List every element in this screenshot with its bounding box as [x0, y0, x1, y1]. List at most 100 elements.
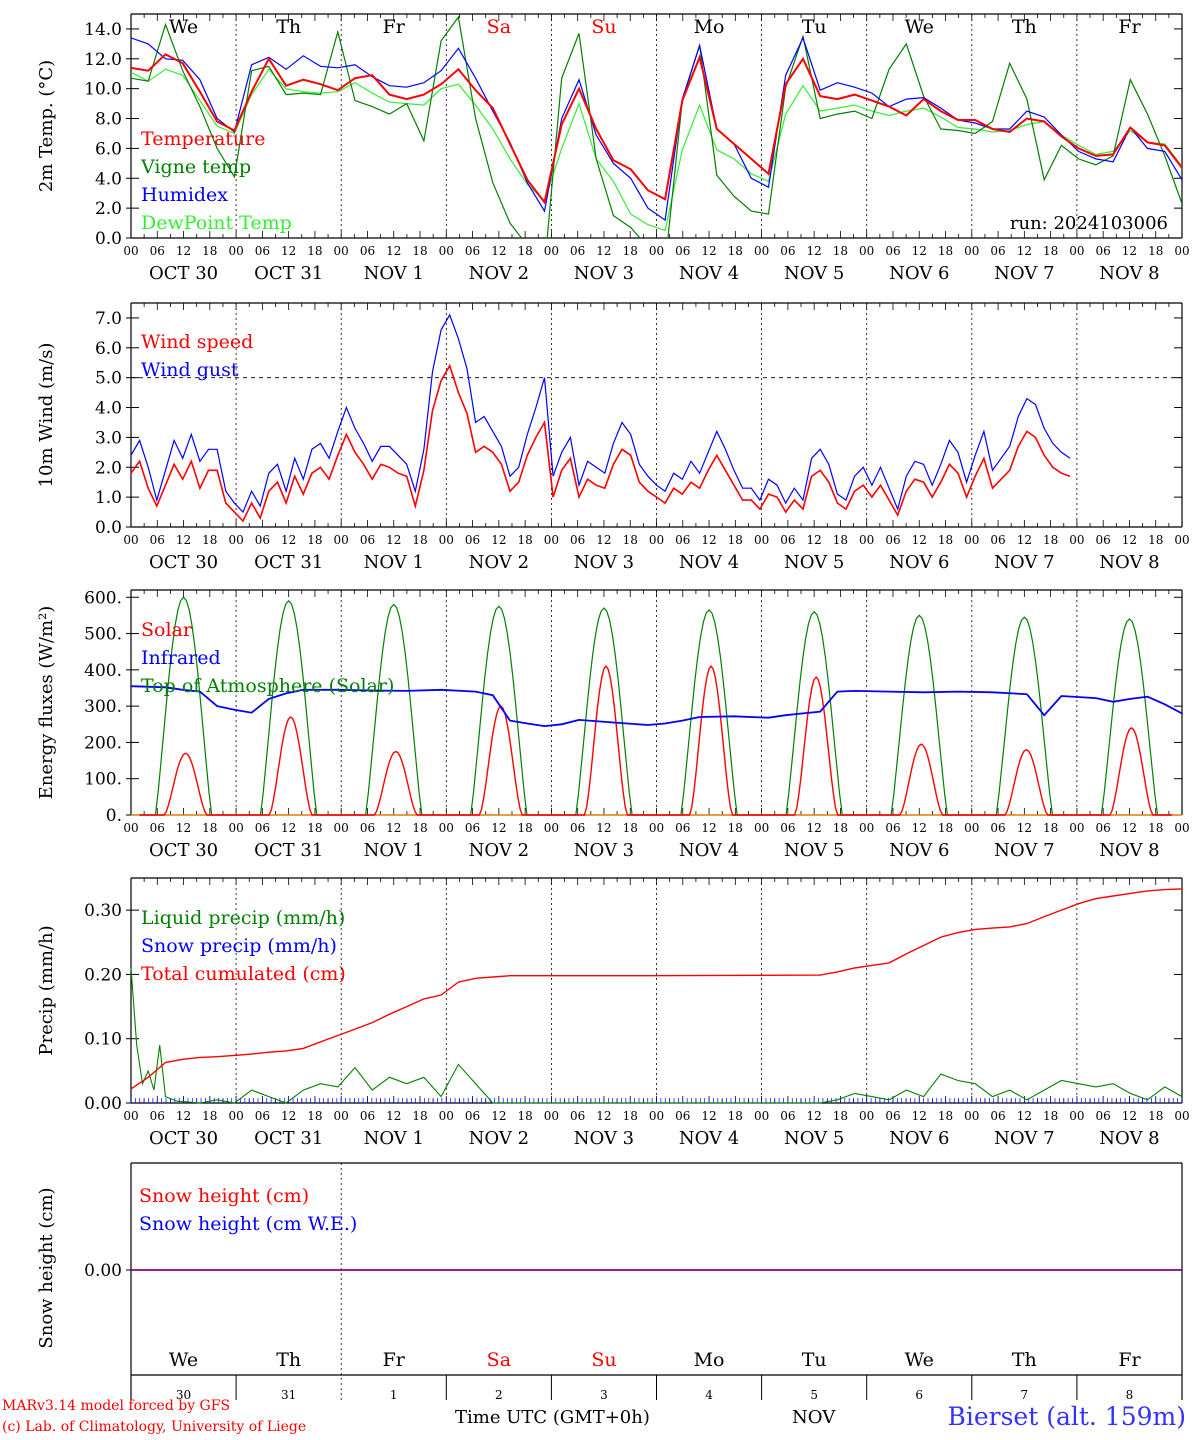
hour-tick-label: 00	[859, 244, 874, 258]
hour-tick-label: 18	[202, 533, 217, 547]
hour-tick-label: 06	[150, 533, 165, 547]
y-tick-label: 500.	[84, 625, 122, 645]
hour-tick-label: 18	[1148, 533, 1163, 547]
date-label: NOV 5	[784, 263, 844, 284]
dow-label: Fr	[383, 1349, 406, 1371]
date-label: NOV 2	[469, 263, 529, 284]
hour-tick-label: 06	[150, 244, 165, 258]
hour-tick-label: 12	[596, 1109, 611, 1123]
date-label: OCT 31	[254, 552, 323, 573]
hour-tick-label: 12	[1017, 821, 1032, 835]
date-label: OCT 31	[254, 840, 323, 861]
hour-tick-label: 00	[334, 821, 349, 835]
date-label: NOV 8	[1099, 263, 1159, 284]
hour-tick-label: 18	[1148, 821, 1163, 835]
hour-tick-label: 18	[517, 244, 532, 258]
hour-tick-label: 12	[386, 244, 401, 258]
date-label: NOV 1	[364, 840, 424, 861]
hour-tick-label: 12	[1017, 244, 1032, 258]
series-humidex	[131, 36, 1182, 222]
hour-tick-label: 12	[596, 244, 611, 258]
y-tick-label: 8.0	[95, 110, 122, 130]
date-label: NOV 3	[574, 263, 634, 284]
y-tick-label: 200.	[84, 733, 122, 753]
hour-tick-label: 00	[228, 1109, 243, 1123]
hour-tick-label: 00	[1069, 533, 1084, 547]
y-tick-label: 0.00	[84, 1261, 122, 1281]
temp-lines	[131, 15, 1182, 238]
hour-tick-label: 00	[1174, 533, 1189, 547]
hour-tick-label: 00	[439, 1109, 454, 1123]
x-axis-title: Time UTC (GMT+0h)	[455, 1407, 650, 1428]
hour-tick-label: 18	[938, 533, 953, 547]
series-temperature	[131, 53, 1182, 205]
hour-tick-label: 00	[649, 533, 664, 547]
hour-tick-label: 12	[491, 821, 506, 835]
day-number-label: 1	[390, 1388, 398, 1400]
series-wind-gust	[130, 313, 1071, 514]
y-tick-label: 3.0	[95, 428, 122, 448]
hour-tick-label: 06	[360, 1109, 375, 1123]
hour-tick-label: 00	[1069, 821, 1084, 835]
y-tick-label: 0.30	[84, 901, 122, 921]
hour-tick-label: 12	[807, 244, 822, 258]
series-toa-solar	[139, 596, 1172, 816]
hour-tick-label: 00	[228, 533, 243, 547]
hour-tick-label: 18	[1043, 244, 1058, 258]
series-infrared	[130, 685, 1183, 728]
hour-tick-label: 06	[465, 821, 480, 835]
hour-tick-label: 00	[859, 533, 874, 547]
y-tick-label: 0.20	[84, 965, 122, 985]
hour-tick-label: 18	[1148, 244, 1163, 258]
hour-tick-label: 00	[123, 1109, 138, 1123]
hour-tick-label: 00	[1174, 244, 1189, 258]
date-label: NOV 7	[994, 1128, 1054, 1149]
dow-label: Fr	[1118, 16, 1141, 38]
y-axis-label: Precip (mm/h)	[36, 925, 57, 1055]
date-label: OCT 31	[254, 1128, 323, 1149]
date-label: NOV 5	[784, 552, 844, 573]
hour-tick-label: 18	[833, 244, 848, 258]
y-axis-label: 2m Temp. (°C)	[36, 60, 57, 192]
hour-tick-label: 00	[754, 821, 769, 835]
hour-tick-label: 06	[885, 244, 900, 258]
hour-tick-label: 18	[517, 1109, 532, 1123]
y-tick-label: 0.00	[84, 1094, 122, 1114]
day-number-label: 7	[1021, 1388, 1029, 1400]
hour-tick-label: 12	[1122, 244, 1137, 258]
hour-tick-label: 06	[780, 244, 795, 258]
date-label: NOV 5	[784, 1128, 844, 1149]
hour-tick-label: 06	[255, 533, 270, 547]
hour-tick-label: 00	[649, 1109, 664, 1123]
date-label: NOV 7	[994, 840, 1054, 861]
hour-tick-label: 18	[623, 244, 638, 258]
dow-label: Th	[276, 16, 301, 38]
hour-tick-label: 00	[649, 821, 664, 835]
hour-tick-label: 12	[1017, 1109, 1032, 1123]
hour-tick-label: 18	[1043, 1109, 1058, 1123]
hour-tick-label: 18	[202, 244, 217, 258]
dow-label: We	[169, 1349, 198, 1371]
hour-tick-label: 12	[491, 1109, 506, 1123]
hour-tick-label: 18	[202, 821, 217, 835]
hour-tick-label: 12	[596, 821, 611, 835]
y-tick-label: 0.0	[95, 229, 122, 249]
hour-tick-label: 12	[912, 244, 927, 258]
y-axis-label: Energy fluxes (W/m²)	[36, 606, 57, 800]
hour-tick-label: 06	[675, 533, 690, 547]
hour-tick-label: 00	[754, 1109, 769, 1123]
series-liquid-precip	[130, 967, 1183, 1104]
hour-tick-label: 18	[728, 821, 743, 835]
legend-solar: Solar	[141, 619, 193, 641]
hour-tick-label: 12	[912, 1109, 927, 1123]
date-label: NOV 4	[679, 552, 739, 573]
hour-tick-label: 18	[938, 821, 953, 835]
hour-tick-label: 00	[544, 244, 559, 258]
dow-label: Th	[276, 1349, 301, 1371]
station-name: Bierset (alt. 159m)	[947, 1402, 1186, 1431]
legend-top-of-atmosphere-solar-: Top of Atmosphere (Solar)	[141, 675, 394, 697]
hour-tick-label: 00	[544, 1109, 559, 1123]
date-label: NOV 8	[1099, 1128, 1159, 1149]
y-tick-label: 0.	[106, 806, 122, 826]
